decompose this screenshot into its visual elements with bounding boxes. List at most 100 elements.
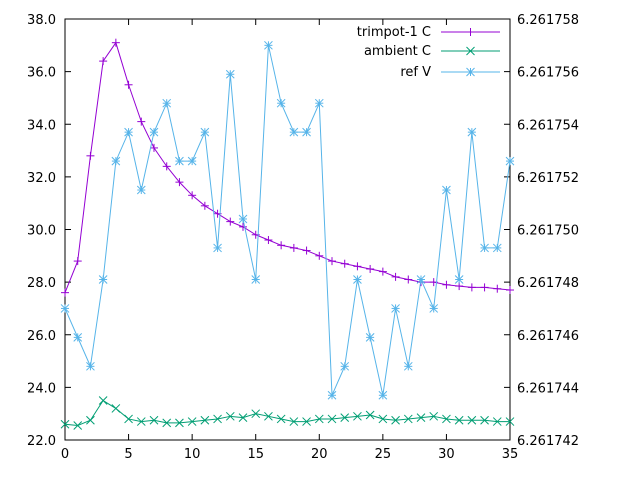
y-tick-label: 26.0 (27, 329, 56, 344)
data-point (480, 283, 489, 292)
data-point (238, 413, 248, 422)
data-point (213, 243, 222, 253)
series-line-0 (64, 41, 511, 293)
y2-axis-tick-labels: 6.261742 6.261744 6.261746 6.261748 6.261750… (517, 13, 579, 449)
data-point (111, 404, 121, 413)
data-point (403, 414, 413, 424)
data-point (136, 185, 146, 195)
y-tick-label: 32.0 (27, 171, 56, 186)
y-tick-label: 38.0 (27, 13, 56, 28)
data-point (365, 333, 375, 342)
data-point (480, 243, 489, 253)
data-point (264, 411, 273, 421)
data-point (505, 417, 515, 426)
x-tick-label: 15 (247, 447, 264, 462)
data-point (378, 267, 387, 276)
data-point (73, 333, 83, 342)
data-point (289, 243, 298, 252)
y2-tick-label: 6.261758 (517, 13, 579, 28)
data-point (98, 396, 108, 405)
data-point (442, 185, 451, 195)
data-point (493, 284, 502, 293)
data-point (225, 411, 235, 421)
data-point (327, 390, 337, 400)
y2-tick-label: 6.261748 (517, 276, 579, 291)
x-tick-label: 0 (61, 447, 69, 462)
data-point (124, 80, 133, 89)
data-point (251, 409, 261, 419)
x-tick-label: 25 (375, 447, 392, 462)
y2-tick-label: 6.261750 (517, 224, 579, 239)
data-point (264, 236, 273, 245)
data-point (506, 286, 514, 295)
data-point (492, 243, 502, 253)
data-point (442, 280, 451, 289)
data-point (276, 98, 286, 108)
y2-tick-label: 6.261746 (517, 329, 579, 344)
data-point (277, 241, 286, 250)
data-point (200, 201, 209, 210)
data-point (340, 413, 350, 422)
data-point (454, 275, 464, 284)
series-layer (60, 38, 515, 430)
y2-tick-label: 6.261744 (517, 381, 579, 396)
data-point (340, 361, 350, 371)
y2-tick-label: 6.261752 (517, 171, 579, 186)
data-point (480, 415, 489, 425)
data-point (302, 246, 311, 255)
x-axis-tick-labels: 0 5 10 15 20 25 30 35 (61, 447, 518, 462)
data-point (149, 127, 159, 137)
data-point (213, 414, 222, 424)
y-axis-tick-labels: 22.0 24.0 26.0 28.0 30.0 32.0 34.0 36.0 38.0 (27, 13, 56, 449)
series-0 (61, 38, 514, 297)
legend: trimpot-1 C ambient C ref V (357, 25, 500, 80)
data-point (175, 418, 184, 428)
y-tick-label: 36.0 (27, 66, 56, 81)
axis-ticks (64, 18, 511, 441)
data-point (162, 162, 171, 171)
data-point (289, 127, 299, 137)
data-point (60, 304, 70, 313)
data-point (111, 38, 120, 47)
data-point (86, 361, 95, 371)
data-point (492, 417, 502, 426)
data-point (188, 191, 197, 200)
plot-frame (64, 18, 511, 441)
data-point (264, 40, 273, 50)
data-point (60, 419, 70, 429)
data-point (454, 415, 464, 425)
series-2 (60, 40, 515, 400)
data-point (467, 127, 477, 137)
legend-sample-marker (466, 28, 475, 36)
data-point (276, 414, 286, 424)
data-point (416, 413, 426, 422)
x-tick-label: 20 (311, 447, 328, 462)
data-point (302, 127, 311, 137)
data-point (200, 127, 210, 137)
legend-sample-marker (466, 46, 475, 56)
data-point (61, 288, 69, 297)
data-point (315, 251, 324, 260)
y-tick-label: 22.0 (27, 434, 56, 449)
data-point (73, 421, 83, 430)
data-point (391, 272, 400, 281)
data-point (314, 414, 324, 424)
data-point (314, 98, 324, 108)
data-point (378, 414, 388, 424)
data-point (136, 417, 146, 426)
data-point (238, 214, 248, 224)
data-point (175, 178, 184, 187)
data-point (391, 415, 400, 425)
data-point (86, 415, 95, 425)
data-point (366, 264, 375, 273)
data-point (73, 257, 82, 266)
legend-label-ambient: ambient C (364, 44, 431, 59)
data-point (365, 410, 375, 420)
data-point (225, 69, 235, 79)
data-point (416, 275, 426, 284)
series-line-2 (64, 45, 511, 396)
data-point (162, 98, 172, 108)
x-tick-label: 30 (438, 447, 455, 462)
y2-tick-label: 6.261754 (517, 118, 579, 133)
